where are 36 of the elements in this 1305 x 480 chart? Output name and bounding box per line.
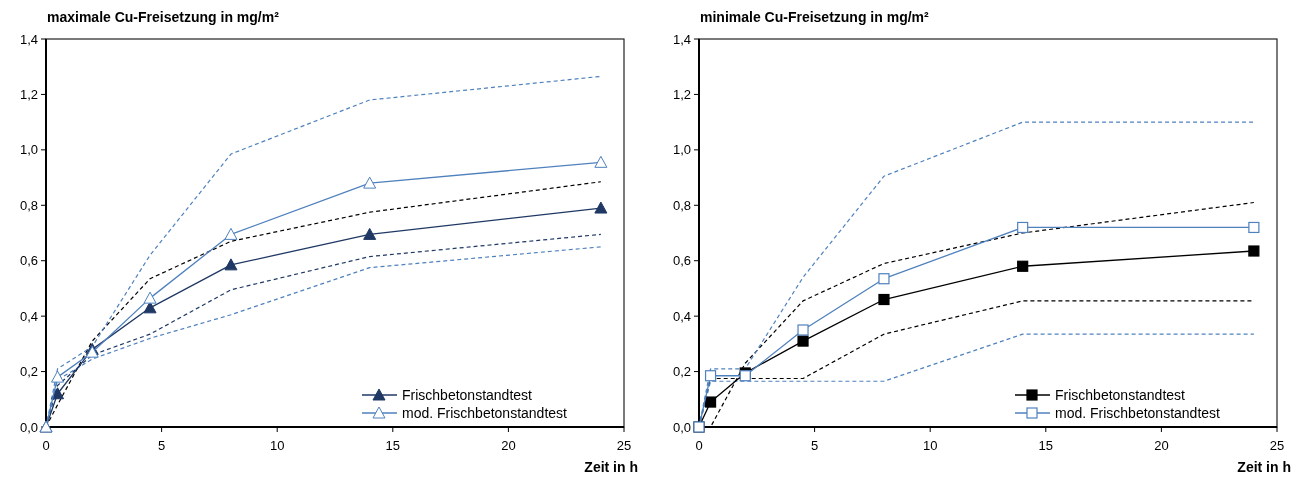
chart-title: minimale Cu-Freisetzung in mg/m² — [700, 9, 930, 25]
y-tick-label: 0,4 — [19, 308, 38, 324]
x-tick-label: 5 — [157, 438, 166, 453]
y-tick-label: 1,4 — [672, 31, 691, 47]
legend-label: mod. Frischbetonstandtest — [1055, 404, 1221, 421]
y-tick-label: 1,2 — [19, 86, 38, 102]
x-tick-label: 10 — [922, 438, 938, 453]
x-tick-label: 0 — [42, 438, 50, 453]
x-tick-label: 25 — [616, 438, 632, 453]
legend-label: Frischbetonstandtest — [1055, 386, 1186, 403]
x-tick-label: 25 — [1269, 438, 1285, 453]
x-tick-label: 20 — [1154, 438, 1169, 453]
y-tick-label: 0,2 — [672, 364, 691, 380]
x-axis-title: Zeit in h — [1237, 459, 1291, 475]
y-tick-label: 1,4 — [19, 31, 38, 47]
chart-title: maximale Cu-Freisetzung in mg/m² — [47, 9, 280, 25]
x-tick-label: 5 — [810, 438, 819, 453]
y-tick-label: 1,2 — [672, 86, 691, 102]
x-tick-label: 15 — [385, 438, 401, 453]
y-tick-label: 1,0 — [672, 142, 691, 158]
y-tick-label: 0,2 — [19, 364, 38, 380]
y-tick-label: 0,8 — [672, 197, 691, 213]
y-tick-label: 0,4 — [672, 308, 691, 324]
y-tick-label: 0,6 — [672, 253, 691, 269]
y-tick-label: 1,0 — [19, 142, 38, 158]
x-tick-label: 10 — [269, 438, 285, 453]
y-tick-label: 0,8 — [19, 197, 38, 213]
x-tick-label: 20 — [501, 438, 516, 453]
x-tick-label: 0 — [695, 438, 703, 453]
legend-label: mod. Frischbetonstandtest — [402, 404, 568, 421]
y-tick-label: 0,0 — [672, 419, 691, 435]
x-tick-label: 15 — [1038, 438, 1054, 453]
y-tick-label: 0,6 — [19, 253, 38, 269]
y-tick-label: 0,0 — [19, 419, 38, 435]
legend-label: Frischbetonstandtest — [402, 386, 533, 403]
x-axis-title: Zeit in h — [584, 459, 638, 475]
